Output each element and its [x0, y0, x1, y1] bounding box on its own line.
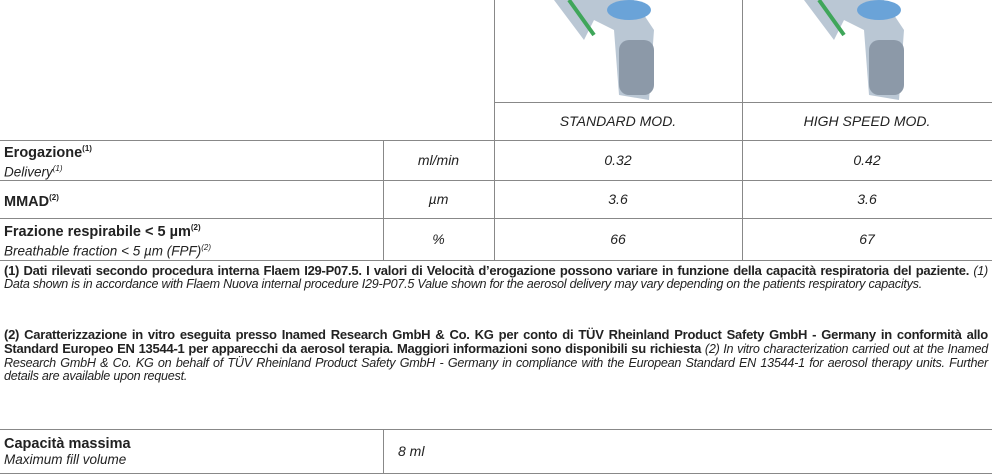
column-header: HIGH SPEED MOD.	[742, 103, 992, 140]
row-label: Erogazione(1)Delivery(1)	[4, 141, 379, 180]
superscript: (1)	[53, 164, 63, 173]
unit: µm	[383, 181, 494, 218]
border	[0, 473, 992, 474]
sublabel-text: Breathable fraction < 5 µm (FPF)	[4, 244, 201, 259]
capacity-label: Capacità massima Maximum fill volume	[4, 430, 379, 473]
label: Frazione respirabile < 5 µm(2)	[4, 220, 379, 240]
value: 3.6	[494, 181, 742, 218]
sublabel: Delivery(1)	[4, 161, 379, 180]
superscript: (2)	[191, 223, 201, 232]
value: 66	[494, 219, 742, 260]
capacity-value: 8 ml	[398, 430, 898, 473]
product-images	[494, 0, 992, 102]
row-label: Frazione respirabile < 5 µm(2)Breathable…	[4, 219, 379, 260]
nebulizer-image	[804, 0, 904, 100]
value: 0.42	[742, 141, 992, 180]
value: 67	[742, 219, 992, 260]
superscript: (1)	[82, 144, 92, 153]
value: 0.32	[494, 141, 742, 180]
column-header: STANDARD MOD.	[494, 103, 742, 140]
note: (2) Caratterizzazione in vitro eseguita …	[4, 328, 988, 384]
border	[383, 429, 384, 473]
label: Capacità massima	[4, 437, 379, 452]
border	[0, 260, 992, 261]
sublabel-text: Delivery	[4, 165, 53, 180]
label: MMAD(2)	[4, 190, 379, 210]
label-text: MMAD	[4, 193, 49, 209]
row-label: MMAD(2)	[4, 181, 379, 218]
unit: ml/min	[383, 141, 494, 180]
nebulizer-image	[554, 0, 654, 100]
label: Erogazione(1)	[4, 141, 379, 161]
sublabel: Maximum fill volume	[4, 452, 379, 467]
note-bold: (1) Dati rilevati secondo procedura inte…	[4, 263, 969, 278]
unit: %	[383, 219, 494, 260]
label-text: Erogazione	[4, 145, 82, 161]
superscript: (2)	[49, 193, 59, 202]
page: STANDARD MOD. HIGH SPEED MOD. (1) Dati r…	[0, 0, 992, 475]
sublabel: Breathable fraction < 5 µm (FPF)(2)	[4, 240, 379, 259]
label-text: Frazione respirabile < 5 µm	[4, 224, 191, 240]
value: 3.6	[742, 181, 992, 218]
superscript: (2)	[201, 243, 211, 252]
note: (1) Dati rilevati secondo procedura inte…	[4, 264, 988, 292]
